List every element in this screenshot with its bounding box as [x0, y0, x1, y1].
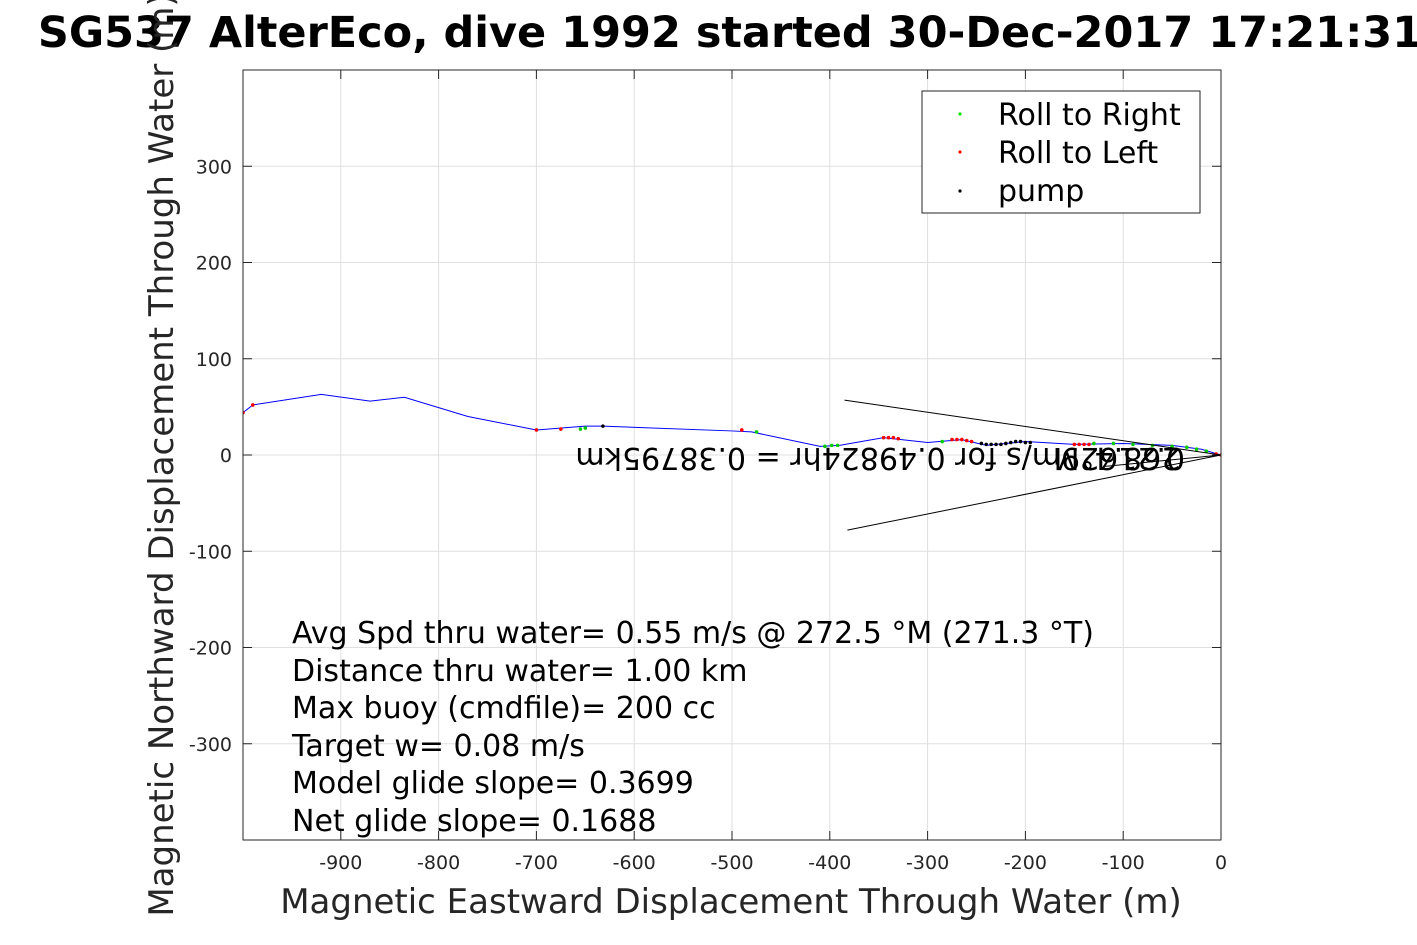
point-pump [979, 441, 984, 446]
point-pump [601, 424, 605, 428]
y-axis-label: Magnetic Northward Displacement Through … [142, 0, 182, 917]
point-roll-to-left [1072, 442, 1077, 447]
point-roll-to-left [250, 403, 255, 407]
point-pump [994, 442, 998, 447]
series-layer [243, 393, 1221, 531]
plot-frame [242, 69, 1222, 841]
y-tick-label: -300 [189, 734, 232, 756]
point-pump [1018, 439, 1023, 444]
point-roll-to-left [1077, 442, 1081, 447]
x-tick-label: -900 [319, 852, 362, 874]
x-tick-label: -600 [613, 852, 656, 874]
stat-model-glide: Model glide slope= 0.3699 [292, 766, 694, 801]
x-tick-label: 0 [1215, 852, 1227, 874]
x-axis-label: Magnetic Eastward Displacement Through W… [280, 882, 1182, 922]
legend-label-pump: pump [998, 174, 1084, 209]
point-roll-to-left [1082, 442, 1086, 447]
stat-target-w: Target w= 0.08 m/s [291, 729, 585, 764]
legend-box [921, 90, 1201, 214]
x-tick-label: -800 [417, 852, 460, 874]
chart-title: SG537 AlterEco, dive 1992 started 30-Dec… [38, 8, 1417, 58]
point-roll-to-right [1194, 447, 1199, 452]
y-tick-label: 100 [196, 349, 232, 371]
series-line-cone-mid [1103, 454, 1221, 468]
legend-marker-pump [958, 189, 962, 193]
series-line-cone-upper [844, 399, 1221, 456]
point-pump [984, 442, 989, 447]
x-tick-label: -300 [906, 852, 949, 874]
series-line-cone-lower [847, 454, 1221, 531]
legend: Roll to Right Roll to Left pump [921, 90, 1201, 214]
y-tick-label: 300 [196, 156, 232, 178]
x-tick-label: -400 [808, 852, 851, 874]
point-pump [1004, 441, 1008, 446]
point-roll-to-left [969, 439, 974, 444]
stat-avg-speed: Avg Spd thru water= 0.55 m/s @ 272.5 °M … [292, 616, 1094, 651]
point-roll-to-left [1087, 442, 1091, 447]
speed-label: 0.21629m/s for 0.49824hr = 0.38795km [575, 440, 1185, 475]
point-roll-to-right [829, 443, 834, 448]
point-pump [1023, 440, 1028, 445]
point-pump [1013, 439, 1018, 444]
point-roll-to-left [955, 437, 959, 442]
y-tick-label: -200 [189, 638, 232, 660]
heading-label: 268.4°M [1054, 440, 1181, 475]
point-roll-to-left [559, 427, 563, 431]
legend-label-roll-left: Roll to Left [998, 136, 1158, 171]
point-roll-to-left [534, 428, 539, 432]
point-roll-to-left [891, 435, 896, 440]
point-roll-to-left [739, 428, 744, 432]
stats-annotations: Avg Spd thru water= 0.55 m/s @ 272.5 °M … [291, 616, 1094, 839]
point-roll-to-right [823, 444, 827, 449]
point-roll-to-right [835, 443, 840, 448]
point-roll-to-left [886, 435, 891, 440]
x-tick-label: -500 [710, 852, 753, 874]
legend-marker-roll-left [958, 150, 962, 154]
stat-distance: Distance thru water= 1.00 km [292, 654, 747, 689]
x-tick-label: -100 [1102, 852, 1145, 874]
legend-label-roll-right: Roll to Right [998, 98, 1181, 133]
point-roll-to-right [583, 426, 588, 430]
x-tick-label: -700 [515, 852, 558, 874]
point-pump [989, 442, 993, 447]
point-roll-to-right [1170, 444, 1174, 449]
point-roll-to-right [1184, 445, 1189, 450]
stat-max-buoy: Max buoy (cmdfile)= 200 cc [292, 691, 716, 726]
point-roll-to-right [1092, 441, 1096, 446]
point-roll-to-right [754, 430, 759, 434]
point-roll-to-right [578, 427, 583, 431]
stat-net-glide: Net glide slope= 0.1688 [292, 804, 656, 839]
y-tick-label: 0 [220, 445, 232, 467]
point-roll-to-left [881, 435, 886, 440]
point-pump [1008, 440, 1013, 445]
point-pump [1028, 440, 1033, 445]
point-roll-to-left [950, 437, 954, 442]
y-tick-label: 200 [196, 253, 232, 275]
y-tick-label: -100 [189, 541, 232, 563]
point-roll-to-right [940, 439, 945, 444]
point-roll-to-left [896, 436, 901, 441]
point-roll-to-left [964, 438, 969, 443]
legend-marker-roll-right [958, 112, 962, 116]
axis-ticks: -900 -800 -700 -600 -500 -400 -300 -200 -100 0 300… [189, 70, 1227, 874]
point-roll-to-right [1204, 449, 1209, 453]
point-roll-to-right [1131, 442, 1135, 447]
point-roll-to-right [1111, 441, 1116, 446]
flipped-labels: 268.4°M 0.21629m/s for 0.49824hr = 0.387… [575, 440, 1185, 475]
x-tick-label: -200 [1004, 852, 1047, 874]
point-pump [999, 442, 1003, 447]
point-roll-to-left [960, 437, 964, 442]
